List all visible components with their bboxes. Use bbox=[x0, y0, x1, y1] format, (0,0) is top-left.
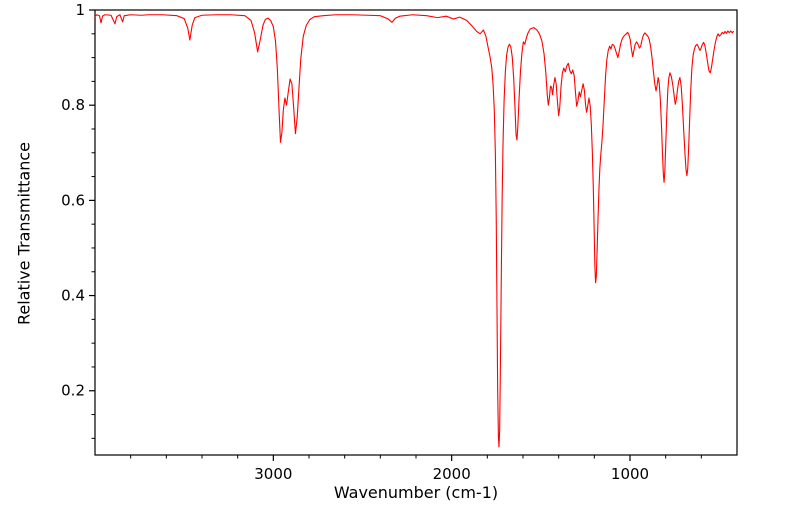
x-tick-label: 3000 bbox=[254, 465, 292, 483]
y-tick-label: 0.2 bbox=[61, 382, 85, 400]
spectrum-line bbox=[94, 14, 734, 448]
axes-frame bbox=[94, 9, 738, 456]
y-tick-label: 0.8 bbox=[61, 96, 85, 114]
x-axis-label: Wavenumber (cm-1) bbox=[333, 483, 499, 502]
y-tick-label: 0.4 bbox=[61, 287, 85, 305]
y-tick-label: 1 bbox=[75, 1, 85, 19]
x-tick-label: 2000 bbox=[433, 465, 471, 483]
y-axis-label: Relative Transmittance bbox=[14, 141, 34, 326]
x-tick-label: 1000 bbox=[611, 465, 649, 483]
y-tick-label: 0.6 bbox=[61, 191, 85, 209]
